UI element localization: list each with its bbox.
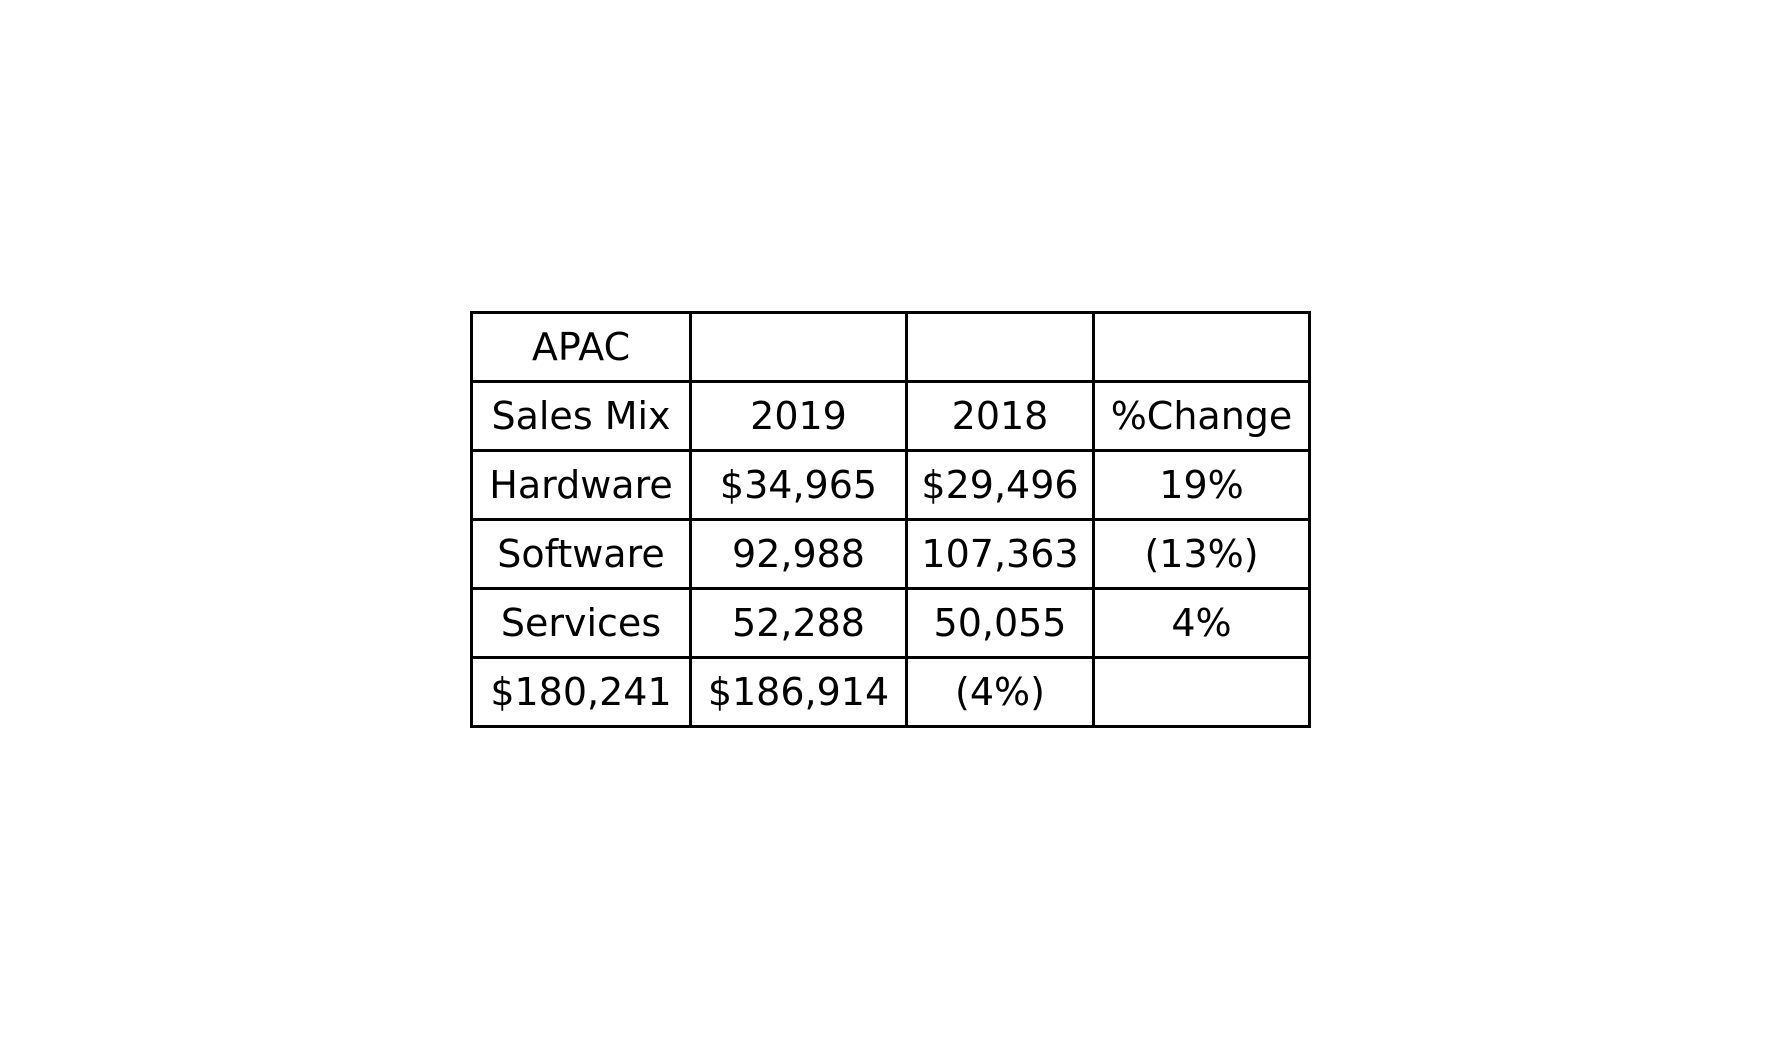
table-cell: (4%)	[905, 656, 1095, 728]
table-row: Hardware $34,965 $29,496 19%	[470, 449, 1311, 521]
table-cell: Hardware	[470, 449, 692, 521]
table-cell: Sales Mix	[470, 380, 692, 452]
table-cell: $186,914	[689, 656, 908, 728]
table-cell	[689, 311, 908, 383]
table-cell: $34,965	[689, 449, 908, 521]
table-cell	[1092, 656, 1311, 728]
table-cell: (13%)	[1092, 518, 1311, 590]
table-cell: 107,363	[905, 518, 1095, 590]
table-cell: 4%	[1092, 587, 1311, 659]
table-row: Services 52,288 50,055 4%	[470, 587, 1311, 659]
table-cell: 2018	[905, 380, 1095, 452]
sales-mix-table: APAC Sales Mix 2019 2018 %Change Hardwar…	[470, 311, 1311, 728]
table-row: $180,241 $186,914 (4%)	[470, 656, 1311, 728]
table-cell: %Change	[1092, 380, 1311, 452]
table-cell: Services	[470, 587, 692, 659]
table-cell	[905, 311, 1095, 383]
table-cell: Software	[470, 518, 692, 590]
table-cell: 19%	[1092, 449, 1311, 521]
table-row: APAC	[470, 311, 1311, 383]
table-cell: 2019	[689, 380, 908, 452]
table-cell: 50,055	[905, 587, 1095, 659]
table-cell: $180,241	[470, 656, 692, 728]
table-row: Software 92,988 107,363 (13%)	[470, 518, 1311, 590]
table-row: Sales Mix 2019 2018 %Change	[470, 380, 1311, 452]
table-cell: APAC	[470, 311, 692, 383]
table-cell	[1092, 311, 1311, 383]
table-container: APAC Sales Mix 2019 2018 %Change Hardwar…	[470, 311, 1311, 728]
table-cell: $29,496	[905, 449, 1095, 521]
table-cell: 52,288	[689, 587, 908, 659]
table-cell: 92,988	[689, 518, 908, 590]
